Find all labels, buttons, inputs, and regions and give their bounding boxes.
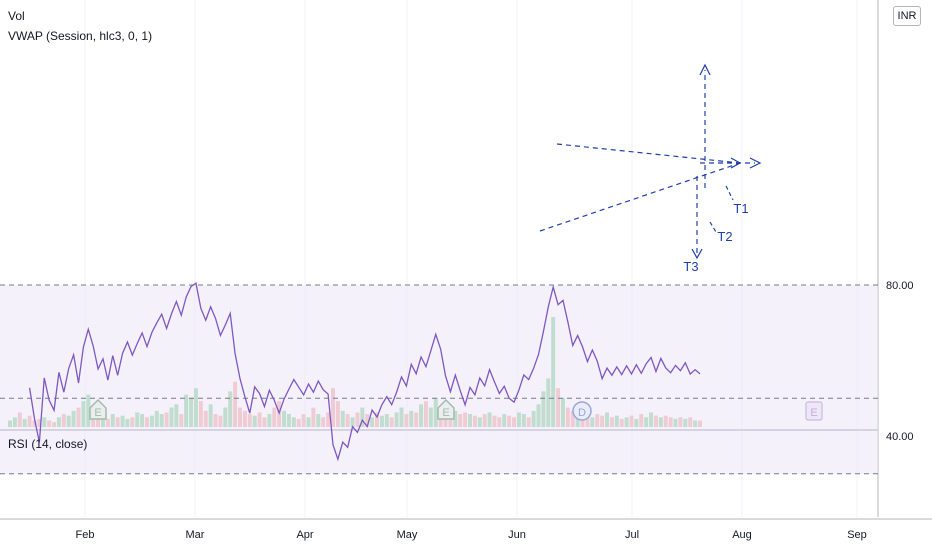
triangle-pattern [539, 63, 762, 260]
month-label-aug: Aug [732, 529, 752, 541]
breakout-up-arrowhead [699, 63, 711, 76]
rsi-band [0, 285, 878, 474]
rsi-legend[interactable]: RSI (14, close) [8, 437, 88, 451]
target-t2-dash [709, 221, 717, 233]
month-label-apr: Apr [296, 529, 313, 541]
month-label-may: May [397, 529, 418, 541]
target-label-t1: T1 [733, 201, 748, 216]
month-label-mar: Mar [186, 529, 205, 541]
rsi-line [28, 282, 701, 462]
month-label-jun: Jun [508, 529, 526, 541]
time-axis[interactable]: Feb Mar Apr May Jun Jul Aug Sep [76, 529, 867, 541]
rsi-tick-label: 40.00 [886, 431, 914, 443]
breakdown-arrowhead [691, 248, 703, 260]
vwap-legend[interactable]: VWAP (Session, hlc3, 0, 1) [8, 29, 153, 43]
lower-trendline [539, 162, 741, 232]
volume-legend[interactable]: Vol [8, 9, 25, 23]
rsi-pane [0, 282, 878, 475]
price-axis-bg [879, 0, 932, 517]
price-axis[interactable]: 90.00100.00130.00140.00132.65118.05114.6… [878, 0, 932, 517]
rsi-tick-label: 80.00 [886, 280, 914, 292]
continuation-arrowhead [749, 157, 762, 169]
currency-badge[interactable]: INR [893, 6, 921, 26]
month-label-feb: Feb [76, 529, 95, 541]
month-label-sep: Sep [847, 529, 867, 541]
continuation-arrowhead [730, 157, 742, 169]
target-label-t3: T3 [683, 259, 698, 274]
target-label-t2: T2 [717, 229, 732, 244]
upper-trendline [556, 143, 741, 164]
target-t1-dash [725, 185, 734, 201]
month-label-jul: Jul [625, 529, 639, 541]
